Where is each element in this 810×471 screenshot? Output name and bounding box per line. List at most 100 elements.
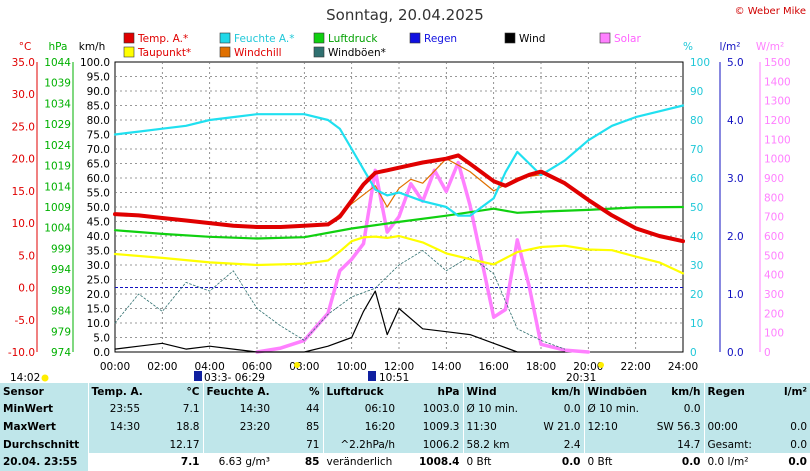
x-tick-label: 22:00	[621, 361, 651, 373]
wind-tick-label: 90.0	[87, 86, 110, 98]
legend-swatch	[504, 32, 516, 44]
wind-tick-label: 45.0	[87, 217, 110, 229]
time-annotation: 20:31	[566, 372, 596, 383]
stats-cell	[583, 435, 649, 454]
pressure-tick-label: 1019	[44, 161, 71, 173]
stats-cell	[202, 435, 273, 454]
wind-tick-label: 50.0	[87, 202, 110, 214]
temp-tick-label: -10.0	[8, 347, 35, 359]
wind-tick-label: 5.0	[93, 333, 110, 345]
x-tick-label: 10:00	[337, 361, 367, 373]
temp-tick-label: 35.0	[12, 57, 35, 69]
stats-cell: 0 Bft	[583, 453, 649, 471]
stats-label: MaxWert	[3, 420, 56, 433]
x-tick-label: 00:00	[100, 361, 130, 373]
stats-header-temp: Temp. A.	[87, 383, 143, 401]
temp-tick-label: 30.0	[12, 89, 35, 101]
rain-tick-label: 4.0	[727, 115, 744, 127]
x-tick-label: 24:00	[668, 361, 698, 373]
stats-value: 0.0	[790, 420, 807, 433]
x-tick-label: 18:00	[526, 361, 556, 373]
stats-cell: 00:00	[703, 418, 764, 436]
stats-cell	[703, 400, 764, 419]
x-tick-label: 20:00	[573, 361, 603, 373]
wind-axis-unit: km/h	[79, 41, 106, 53]
humidity-tick-label: 30	[690, 260, 703, 272]
stats-value: SW 56.3	[656, 420, 701, 433]
wind-tick-label: 10.0	[87, 318, 110, 330]
stats-value: 7.1	[182, 403, 200, 416]
stats-header-wind-unit: km/h	[551, 385, 581, 398]
temp-tick-label: -5.0	[15, 315, 36, 327]
pressure-tick-label: 1024	[44, 140, 71, 152]
stats-table: Sensor Temp. A. °C Feuchte A. % Luftdruc…	[0, 383, 810, 471]
stats-value: 7.1	[143, 453, 203, 471]
x-tick-label: 08:00	[289, 361, 319, 373]
rain-tick-label: 3.0	[727, 173, 744, 185]
temp-tick-label: 20.0	[12, 154, 35, 166]
stats-value: 1008.4	[398, 453, 463, 471]
solar-tick-label: 300	[764, 289, 784, 301]
legend-label: Luftdruck	[328, 33, 378, 45]
solar-tick-label: 200	[764, 308, 784, 320]
stats-value: 85	[273, 453, 323, 471]
wind-tick-label: 20.0	[87, 289, 110, 301]
pressure-tick-label: 974	[51, 347, 71, 359]
stats-cell: 14:30	[202, 400, 273, 419]
humidity-tick-label: 90	[690, 86, 703, 98]
time-annotation: 10:51	[379, 372, 409, 383]
stats-header-rain: Regen	[703, 383, 764, 401]
stats-value: 12.17	[169, 438, 200, 451]
pressure-tick-label: 999	[51, 243, 71, 255]
legend-label: Feuchte A.*	[234, 33, 295, 45]
stats-label: MinWert	[3, 403, 54, 416]
legend-swatch	[313, 46, 325, 58]
pressure-tick-label: 984	[51, 306, 71, 318]
humidity-tick-label: 80	[690, 115, 703, 127]
chart-title: Sonntag, 20.04.2025	[326, 6, 484, 24]
stats-row-min: MinWert 23:55 7.1 14:30 44 06:10 1003.0 …	[0, 400, 810, 419]
stats-value: 0.0	[563, 403, 581, 416]
stats-cell: 23:55	[87, 400, 143, 419]
x-tick-label: 16:00	[479, 361, 509, 373]
x-tick-label: 04:00	[195, 361, 225, 373]
stats-value: 71	[306, 438, 320, 451]
legend-swatch	[123, 32, 135, 44]
pressure-tick-label: 1014	[44, 181, 71, 193]
stats-cell: 0.0 l/m²	[703, 453, 764, 471]
stats-header-pressure: Luftdruck	[322, 383, 398, 401]
series-line-luftdruck	[113, 205, 685, 240]
temp-tick-label: 0.0	[18, 283, 35, 295]
humidity-tick-label: 70	[690, 144, 703, 156]
solar-tick-label: 600	[764, 231, 784, 243]
humidity-tick-label: 100	[690, 57, 710, 69]
wind-tick-label: 85.0	[87, 101, 110, 113]
time-annotation: 14:02	[10, 372, 40, 383]
stats-header-rain-unit: l/m²	[784, 385, 807, 398]
solar-tick-label: 800	[764, 192, 784, 204]
stats-value: 2.4	[563, 438, 581, 451]
stats-row-current: 20.04. 23:55 7.1 6.63 g/m³ 85 veränderli…	[0, 453, 810, 471]
stats-header-humidity: Feuchte A.	[202, 383, 273, 401]
rain-tick-label: 5.0	[727, 57, 744, 69]
x-tick-label: 12:00	[384, 361, 414, 373]
stats-cell: 58.2 km	[462, 435, 528, 454]
wind-tick-label: 0.0	[93, 347, 110, 359]
stats-cell	[87, 435, 143, 454]
sun-icon	[598, 362, 604, 368]
stats-row-average: Durchschnitt 12.17 71 ^2.2hPa/h 1006.2 5…	[0, 435, 810, 454]
stats-value: 44	[306, 403, 320, 416]
weather-chart: Sonntag, 20.04.2025 © Weber Mike Temp. A.*…	[8, 6, 806, 383]
x-tick-label: 14:00	[431, 361, 461, 373]
wind-tick-label: 15.0	[87, 304, 110, 316]
humidity-axis-unit: %	[683, 41, 693, 53]
solar-tick-label: 900	[764, 173, 784, 185]
stats-header-temp-unit: °C	[186, 385, 200, 398]
sun-icon	[41, 374, 49, 382]
stats-header-humidity-unit: %	[308, 385, 320, 398]
solar-axis-unit: W/m²	[756, 41, 784, 53]
stats-value: 0.0	[649, 453, 704, 471]
stats-header-gust-unit: km/h	[671, 385, 701, 398]
stats-cell	[87, 453, 143, 471]
